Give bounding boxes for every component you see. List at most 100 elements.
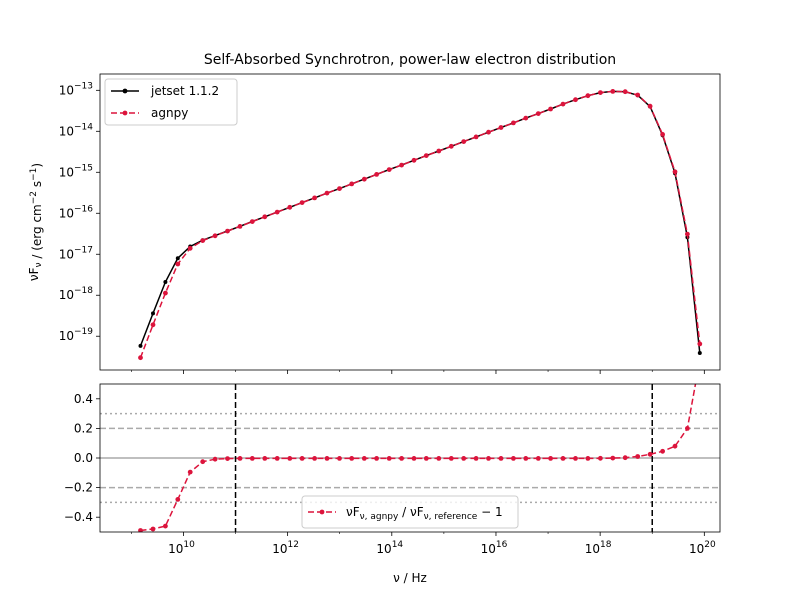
data-point-agnpy [448, 143, 454, 149]
data-point-agnpy [163, 290, 168, 296]
top-y-axis-label: νFν / (erg cm−2 s−1) [27, 163, 44, 281]
data-point-agnpy [511, 120, 516, 126]
data-point-jetset [175, 256, 180, 261]
ratio-data-point [697, 358, 702, 363]
ratio-series-line [140, 384, 697, 532]
legend-box [301, 495, 519, 529]
data-point-agnpy [473, 134, 479, 140]
ratio-data-point [523, 456, 529, 461]
ratio-data-point [635, 454, 641, 459]
data-point-agnpy [647, 103, 653, 109]
ratio-data-point [324, 456, 330, 461]
data-point-agnpy [411, 157, 417, 163]
ratio-data-point [622, 455, 628, 461]
data-point-agnpy [622, 89, 628, 95]
data-point-agnpy [349, 181, 355, 187]
series-line-jetset [139, 90, 701, 354]
data-point-agnpy [660, 132, 665, 137]
ratio-data-point [411, 456, 417, 461]
data-point-agnpy [486, 129, 491, 135]
ratio-data-point [535, 456, 541, 461]
data-point-agnpy [249, 219, 255, 225]
legend-label: jetset 1.1.2 [150, 84, 219, 98]
ratio-data-point [249, 456, 255, 461]
bottom-y-tick-label: 0.2 [74, 421, 93, 435]
data-point-agnpy [212, 233, 218, 239]
legend-label: agnpy [151, 106, 188, 120]
ratio-data-point [237, 456, 243, 461]
data-point-agnpy [436, 148, 442, 154]
ratio-data-point [312, 456, 317, 461]
data-point-agnpy [299, 200, 305, 206]
data-point-agnpy [262, 214, 268, 220]
x-tick-label: 1010 [168, 540, 195, 556]
ratio-data-point [187, 469, 193, 475]
x-tick-label: 1012 [272, 540, 299, 556]
data-point-agnpy [200, 238, 206, 244]
ratio-data-point [374, 456, 379, 461]
top-y-tick-label: 10−13 [59, 81, 93, 97]
data-point-agnpy [150, 322, 156, 328]
data-point-agnpy [560, 101, 566, 107]
ratio-data-point [287, 456, 293, 461]
ratio-data-point [163, 523, 168, 529]
ratio-data-point [175, 497, 181, 502]
top-y-tick-label: 10−14 [59, 122, 94, 138]
ratio-data-point [486, 456, 491, 461]
ratio-data-point [262, 456, 268, 461]
ratio-data-point [685, 426, 690, 431]
data-point-agnpy [386, 167, 392, 173]
data-point-agnpy [361, 176, 367, 182]
top-y-tick-label: 10−18 [59, 286, 94, 302]
ratio-data-point [299, 456, 305, 461]
ratio-data-point [399, 456, 404, 461]
top-y-tick-label: 10−15 [59, 163, 93, 179]
data-point-agnpy [337, 186, 342, 192]
data-point-agnpy [312, 195, 317, 201]
data-point-agnpy [672, 169, 678, 175]
data-point-agnpy [138, 355, 143, 361]
ratio-data-point [573, 456, 578, 461]
data-point-jetset [138, 343, 143, 348]
ratio-data-point [647, 451, 653, 457]
data-point-agnpy [324, 190, 330, 196]
ratio-data-point [461, 456, 467, 461]
data-point-agnpy [274, 209, 280, 215]
bottom-y-tick-label: −0.4 [64, 510, 93, 524]
ratio-data-point [585, 456, 591, 461]
ratio-data-point [660, 448, 665, 454]
ratio-data-point [672, 443, 678, 449]
data-point-agnpy [399, 162, 404, 168]
ratio-data-point [511, 456, 516, 461]
ratio-data-point [548, 456, 553, 461]
data-point-agnpy [187, 245, 193, 251]
data-point-agnpy [498, 125, 504, 130]
data-point-agnpy [635, 92, 641, 98]
ratio-data-point [150, 526, 156, 532]
top-y-tick-label: 10−17 [59, 245, 93, 261]
ratio-data-point [436, 456, 442, 461]
data-point-agnpy [535, 111, 541, 116]
x-tick-label: 1014 [376, 540, 403, 556]
ratio-data-point [225, 456, 230, 461]
legend-marker [122, 88, 128, 94]
top-y-tick-label: 10−16 [59, 204, 94, 220]
bottom-y-tick-label: 0.4 [74, 392, 93, 406]
ratio-data-point [610, 455, 616, 461]
x-tick-label: 1020 [689, 540, 716, 556]
x-tick-label: 1018 [585, 540, 612, 556]
ratio-data-point [386, 456, 392, 461]
data-point-agnpy [461, 139, 467, 145]
ratio-data-point [349, 456, 355, 461]
ratio-data-point [138, 528, 143, 532]
ratio-data-point [498, 456, 504, 461]
bottom-legend: νFν, agnpy / νFν, reference − 1 [301, 495, 519, 529]
ratio-data-point [361, 456, 367, 461]
data-point-agnpy [610, 89, 616, 94]
data-point-agnpy [585, 93, 591, 99]
bottom-y-tick-label: −0.2 [64, 481, 93, 495]
top-panel: 10−19 10−18 10−17 10−16 10−15 10−14 10−13 νFν /… [27, 73, 721, 374]
top-legend: jetset 1.1.2 agnpy [104, 78, 238, 126]
legend-marker [319, 509, 325, 515]
ratio-data-point [448, 456, 454, 461]
